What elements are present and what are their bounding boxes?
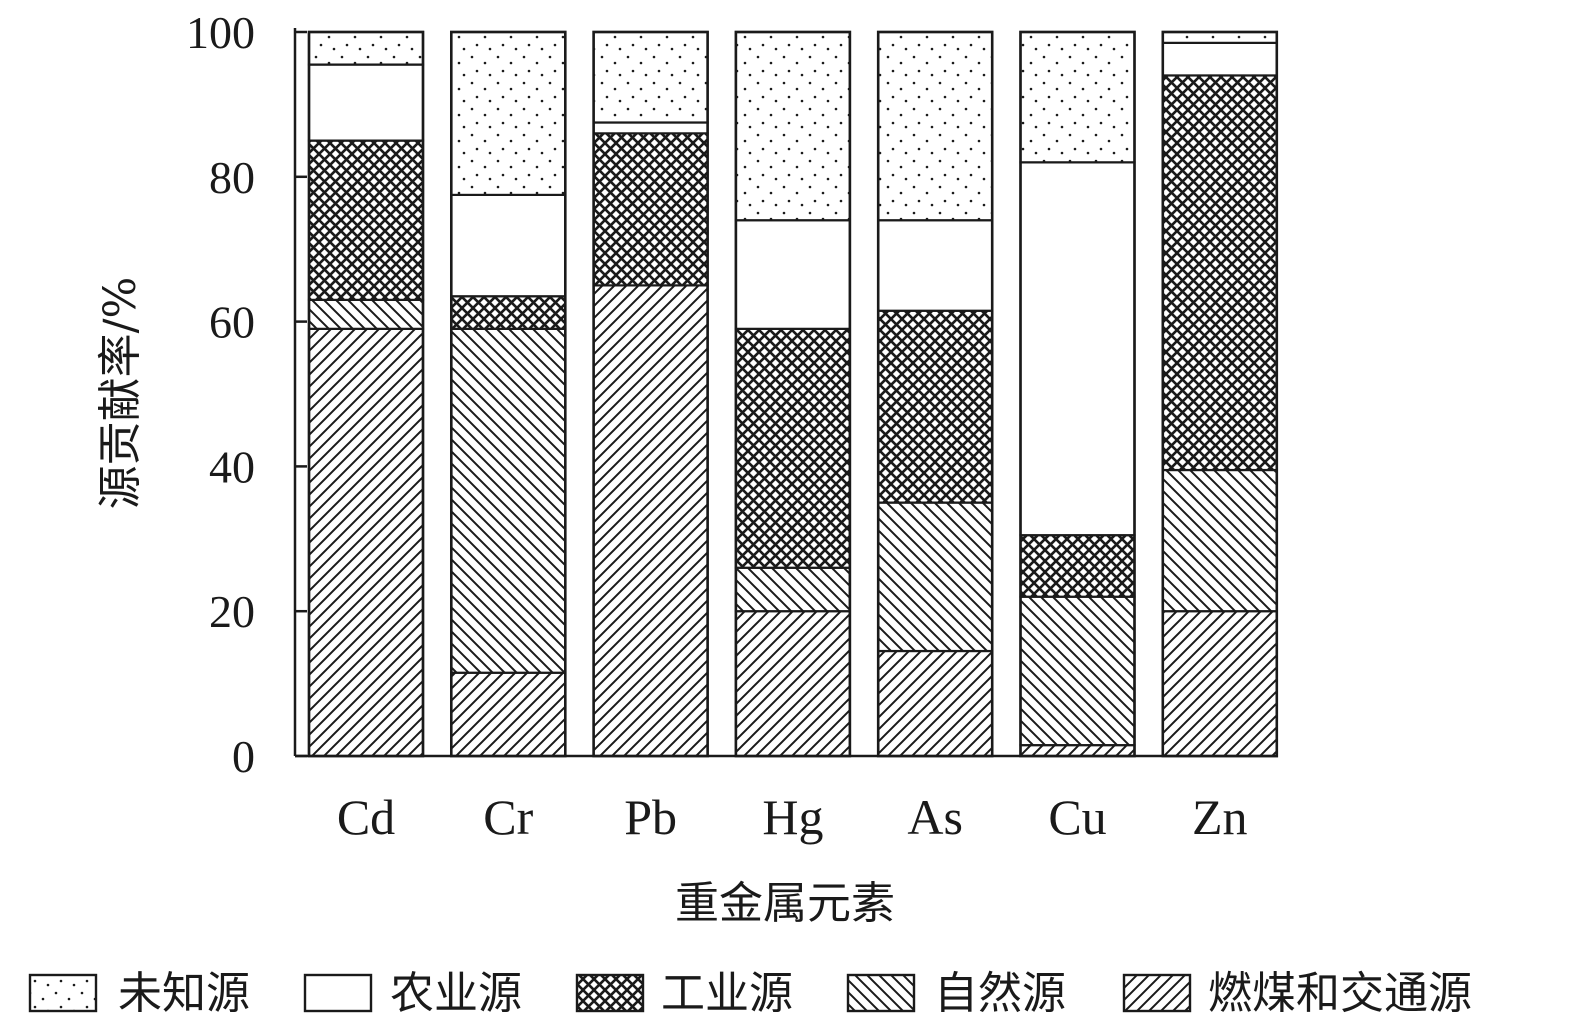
bars bbox=[307, 30, 1279, 758]
y-tick-label: 60 bbox=[209, 297, 255, 348]
bar-segment-Pb-blank bbox=[592, 121, 709, 135]
bar-segment-Cu-crosshatch bbox=[1019, 534, 1136, 598]
bar-outline-As bbox=[876, 30, 994, 758]
bar-segment-Cd-hatch-forward bbox=[307, 327, 425, 758]
bar-segment-Hg-blank bbox=[734, 219, 852, 330]
bar-segment-Hg-dots bbox=[734, 30, 852, 222]
x-axis-title: 重金属元素 bbox=[675, 878, 895, 929]
bar-segment-Cu-dots bbox=[1019, 30, 1136, 164]
y-ticks: 0 20 40 60 80 100 bbox=[186, 7, 307, 782]
bar-segment-Pb-crosshatch bbox=[592, 132, 709, 287]
legend-swatch bbox=[575, 973, 645, 1013]
legend: 未知源 农业源 工业源 自然源 燃煤和交通源 bbox=[28, 968, 1472, 1019]
y-tick-label: 80 bbox=[209, 152, 255, 203]
bar-segment-Hg-hatch-forward bbox=[734, 610, 852, 758]
legend-swatch bbox=[846, 973, 916, 1013]
bar-segment-Cd-crosshatch bbox=[307, 139, 425, 301]
bar-segment-Hg-hatch-back bbox=[734, 566, 852, 613]
bar-segment-Cr-crosshatch bbox=[450, 295, 567, 330]
legend-label: 燃煤和交通源 bbox=[1208, 968, 1472, 1019]
legend-item: 未知源 bbox=[28, 968, 250, 1019]
legend-item: 燃煤和交通源 bbox=[1122, 968, 1472, 1019]
bar-segment-Cr-hatch-forward bbox=[450, 671, 567, 758]
y-tick-label: 0 bbox=[232, 731, 255, 782]
bar-segment-As-dots bbox=[877, 30, 994, 222]
x-tick-label: Cd bbox=[337, 789, 395, 845]
bar-outline-Cu bbox=[1019, 30, 1136, 758]
x-tick-label: Zn bbox=[1192, 789, 1248, 845]
bar-outline-Pb bbox=[592, 30, 709, 758]
bar-segment-Pb-hatch-forward bbox=[592, 284, 709, 758]
bar-segment-Cd-hatch-back bbox=[307, 298, 425, 330]
bar-outline-Cd bbox=[307, 30, 425, 758]
bar-segment-Cd-blank bbox=[307, 63, 425, 142]
bar-segment-Cu-hatch-back bbox=[1019, 595, 1136, 747]
x-tick-label: Cu bbox=[1048, 789, 1106, 845]
y-tick-label: 100 bbox=[186, 7, 255, 58]
bar-outline-Zn bbox=[1161, 30, 1279, 758]
legend-label: 自然源 bbox=[934, 968, 1066, 1019]
legend-item: 自然源 bbox=[846, 968, 1066, 1019]
bar-segment-Cr-blank bbox=[450, 193, 567, 298]
bar-segment-Zn-blank bbox=[1161, 41, 1278, 77]
legend-label: 工业源 bbox=[661, 968, 793, 1019]
x-tick-label: Hg bbox=[762, 789, 823, 845]
legend-swatch bbox=[303, 973, 373, 1013]
bar-segment-Zn-hatch-forward bbox=[1161, 610, 1278, 758]
bar-segment-Hg-crosshatch bbox=[734, 327, 852, 569]
legend-label: 农业源 bbox=[390, 968, 522, 1019]
bar-segment-As-hatch-forward bbox=[877, 649, 994, 758]
y-tick-label: 20 bbox=[209, 586, 255, 637]
bar-segment-Cu-blank bbox=[1019, 161, 1136, 537]
bar-segment-Cr-dots bbox=[450, 30, 567, 196]
x-tick-label: As bbox=[907, 789, 963, 845]
bar-segment-As-blank bbox=[877, 219, 994, 312]
bar-outline-Cr bbox=[449, 30, 567, 758]
legend-item: 工业源 bbox=[575, 968, 793, 1019]
bar-outline-Hg bbox=[734, 30, 852, 758]
x-tick-label: Pb bbox=[624, 789, 677, 845]
bar-segment-Zn-hatch-back bbox=[1161, 468, 1278, 613]
legend-swatch bbox=[1122, 973, 1192, 1013]
bar-segment-Pb-dots bbox=[592, 30, 709, 124]
bar-segment-Zn-crosshatch bbox=[1161, 74, 1278, 472]
bar-segment-Cd-dots bbox=[307, 30, 425, 66]
bar-segment-Zn-dots bbox=[1161, 30, 1278, 44]
legend-item: 农业源 bbox=[303, 968, 522, 1019]
legend-swatch bbox=[28, 973, 98, 1013]
y-axis-title: 源贡献率/% bbox=[95, 277, 146, 510]
x-category-labels: Cd Cr Pb Hg As Cu Zn bbox=[337, 789, 1248, 845]
y-tick-label: 40 bbox=[209, 441, 255, 492]
bar-segment-Cr-hatch-back bbox=[450, 327, 567, 674]
bar-segment-Cu-hatch-forward bbox=[1019, 744, 1136, 758]
bar-segment-As-crosshatch bbox=[877, 309, 994, 504]
x-tick-label: Cr bbox=[483, 789, 533, 845]
legend-label: 未知源 bbox=[118, 968, 250, 1019]
bar-segment-As-hatch-back bbox=[877, 501, 994, 653]
